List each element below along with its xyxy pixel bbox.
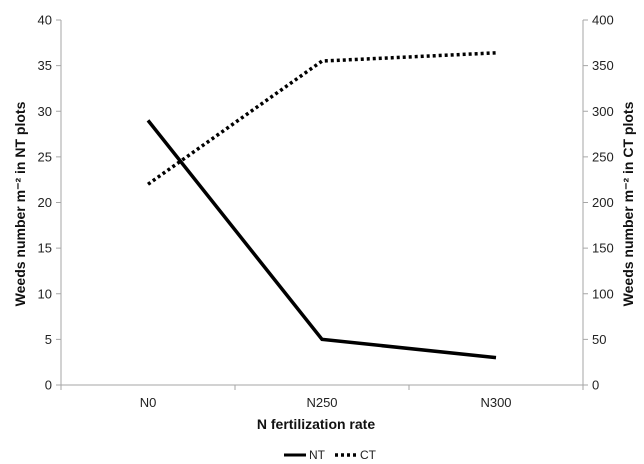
right-y-tick-label: 100: [592, 286, 614, 301]
left-y-tick-label: 35: [38, 58, 52, 73]
left-y-tick-label: 20: [38, 195, 52, 210]
x-tick-label: N250: [306, 395, 337, 410]
right-y-tick-label: 0: [592, 378, 599, 393]
left-y-tick-label: 40: [38, 13, 52, 28]
right-y-tick-label: 300: [592, 104, 614, 119]
legend: NT CT: [284, 448, 377, 462]
right-y-axis-ticks: 0 50 100 150 200 250 300 350 400: [583, 13, 614, 393]
x-axis-ticks: N0 N250 N300: [60, 385, 584, 410]
right-y-tick-label: 50: [592, 332, 606, 347]
x-tick-label: N0: [140, 395, 157, 410]
right-y-axis-title: Weeds number m⁻² in CT plots: [620, 101, 636, 306]
x-axis-title: N fertilization rate: [257, 416, 375, 432]
left-y-tick-label: 15: [38, 241, 52, 256]
left-y-axis-ticks: 0 5 10 15 20 25 30 35 40: [38, 13, 61, 393]
right-y-tick-label: 250: [592, 149, 614, 164]
series-line-nt: [146, 119, 497, 360]
right-y-tick-label: 400: [592, 13, 614, 28]
legend-label-nt: NT: [309, 448, 326, 462]
left-y-axis-title: Weeds number m⁻² in NT plots: [12, 101, 28, 306]
right-y-tick-label: 350: [592, 58, 614, 73]
left-y-tick-label: 5: [45, 332, 52, 347]
right-y-tick-label: 200: [592, 195, 614, 210]
series-layer: [146, 51, 497, 360]
left-y-tick-label: 10: [38, 286, 52, 301]
right-y-tick-label: 150: [592, 241, 614, 256]
left-y-tick-label: 30: [38, 104, 52, 119]
left-y-tick-label: 25: [38, 149, 52, 164]
legend-label-ct: CT: [360, 448, 377, 462]
x-tick-label: N300: [480, 395, 511, 410]
left-y-tick-label: 0: [45, 378, 52, 393]
